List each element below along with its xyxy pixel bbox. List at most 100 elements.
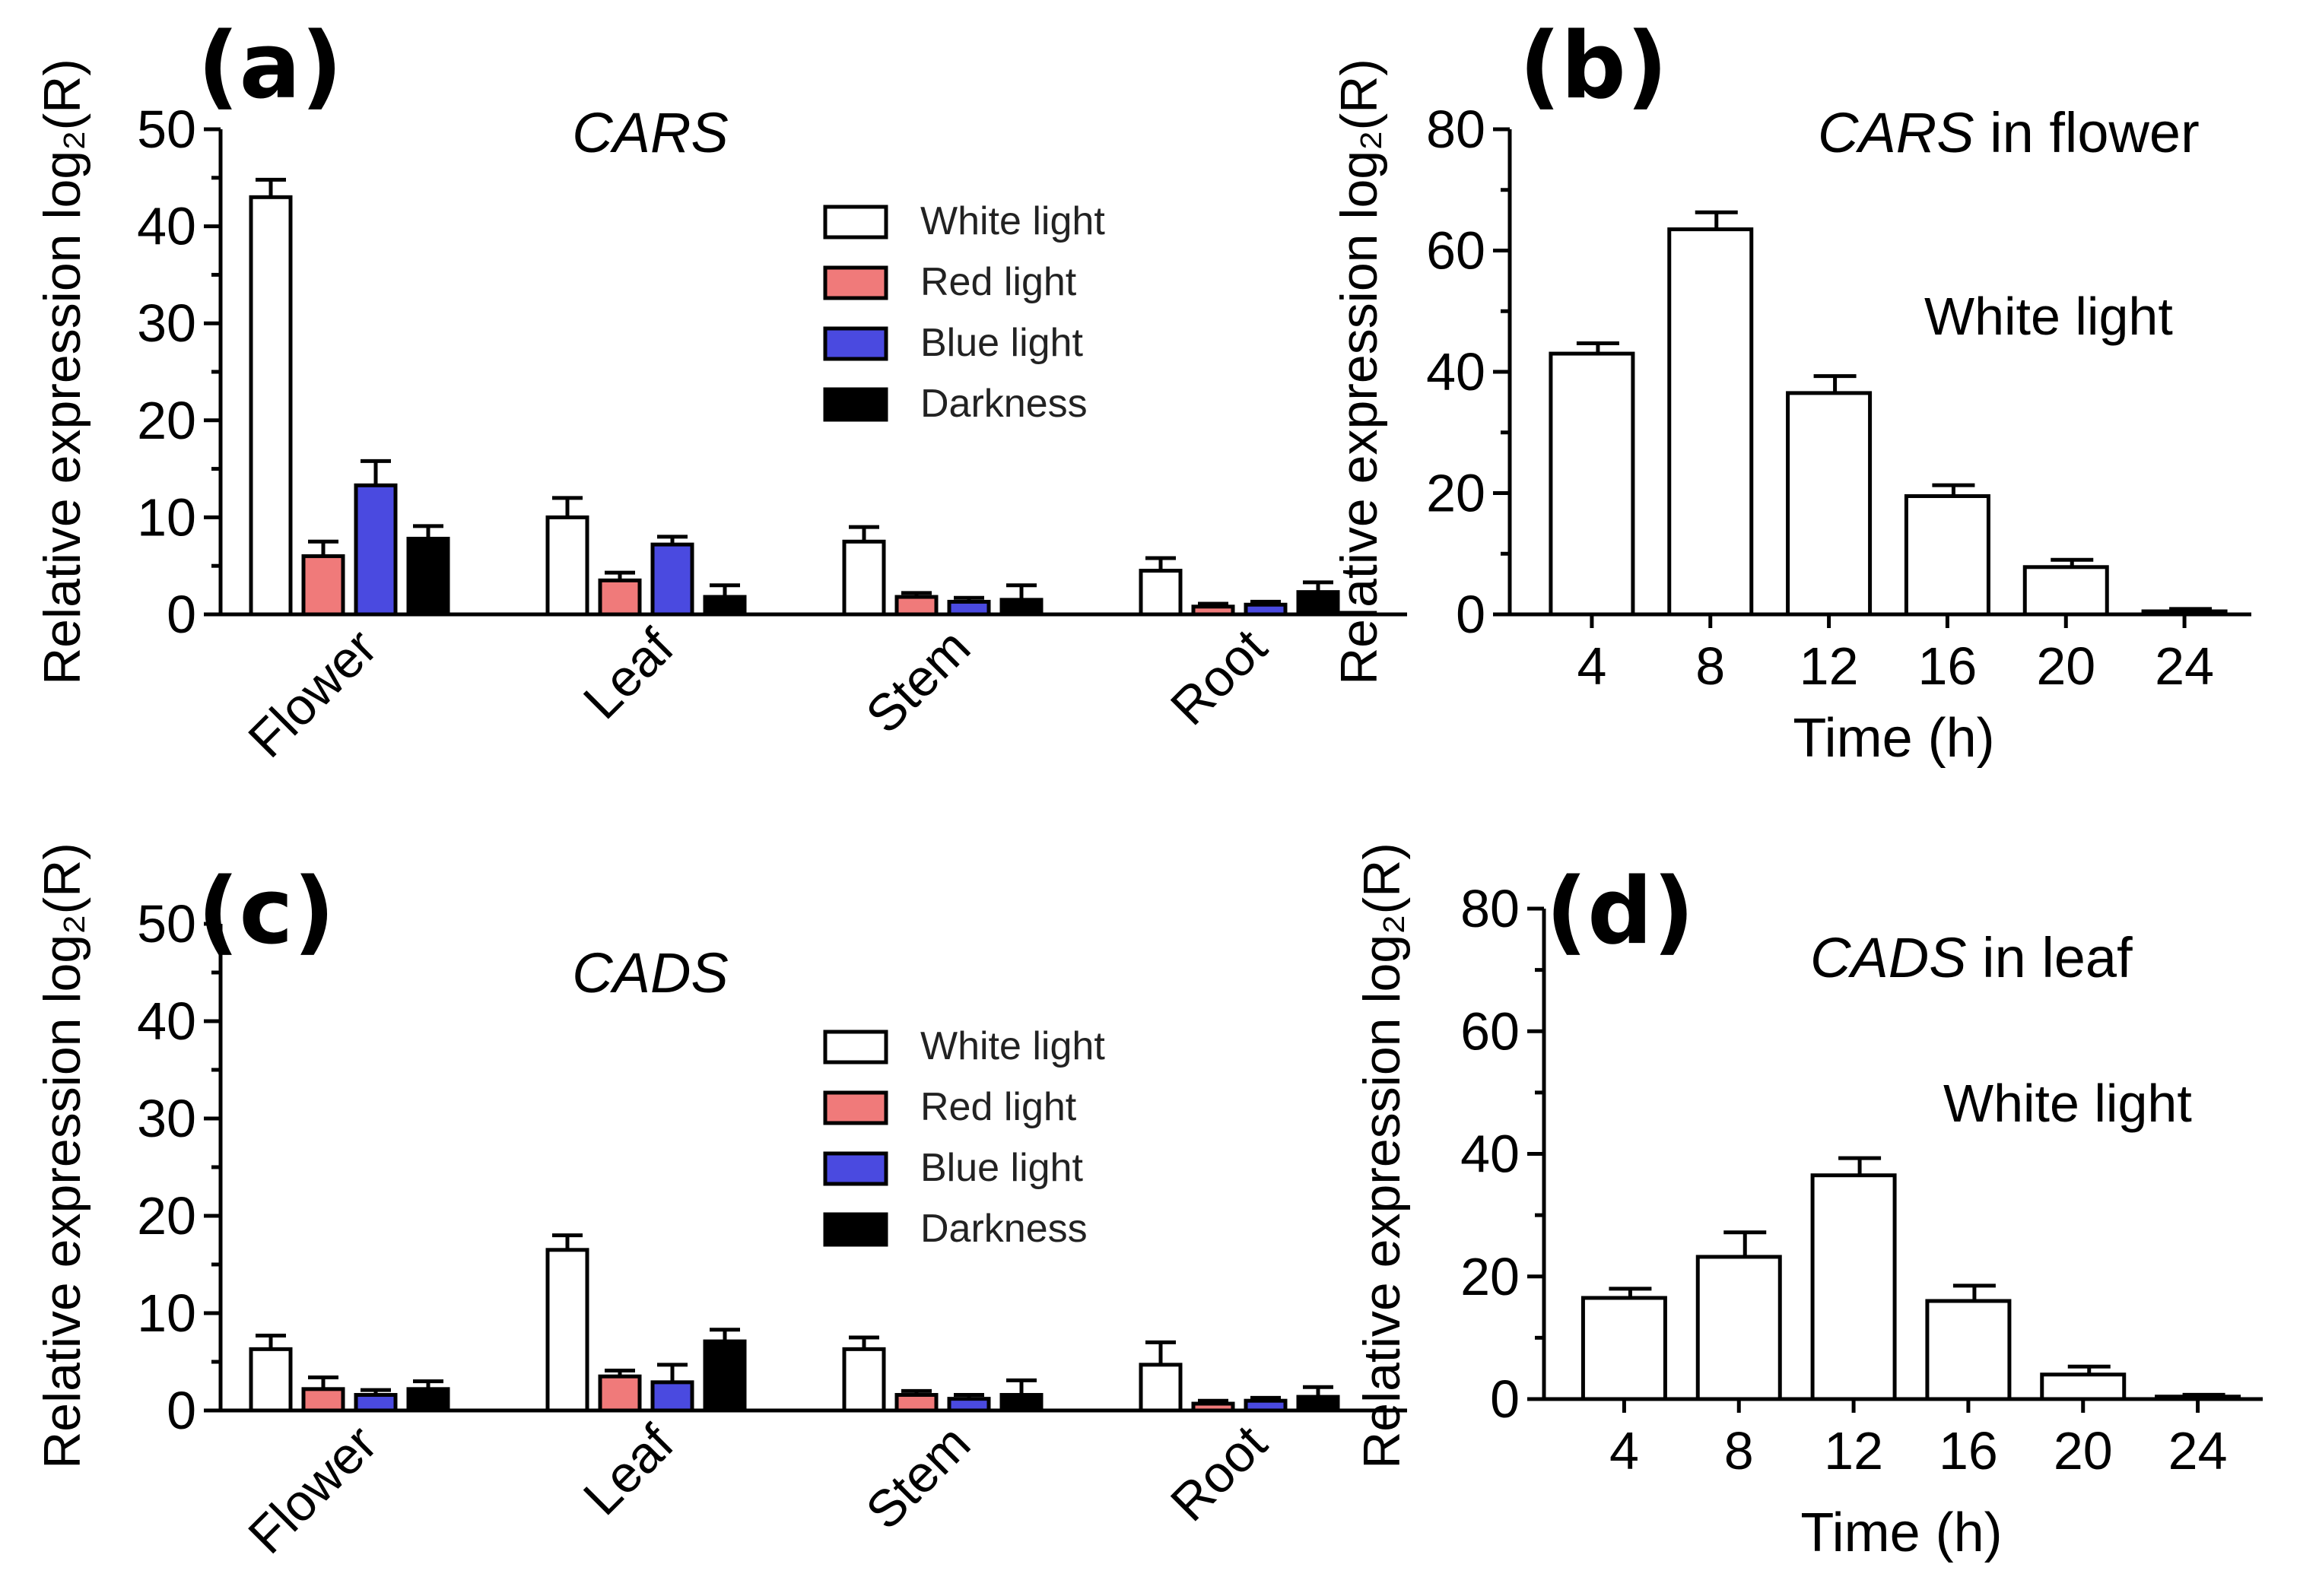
y-tick-label: 80 bbox=[1426, 100, 1485, 159]
x-category-label: Leaf bbox=[573, 618, 685, 730]
y-tick-label: 20 bbox=[137, 391, 196, 450]
bar bbox=[1786, 391, 1873, 617]
bar-blue-light bbox=[1244, 1398, 1288, 1413]
panel-1: (b) 0 20 40 60 80 Relative expression log₂(R) C… bbox=[1330, 14, 2251, 769]
bar-darkness bbox=[1296, 1395, 1340, 1413]
x-tick-label: 16 bbox=[1917, 636, 1977, 696]
y-axis-label: Relative expression log₂(R) bbox=[1353, 842, 1411, 1469]
y-tick-label: 10 bbox=[137, 1283, 196, 1343]
legend-swatch bbox=[823, 1212, 888, 1247]
bar-red-light bbox=[1191, 604, 1235, 617]
bar bbox=[1925, 1299, 2012, 1401]
x-tick-label: 4 bbox=[1577, 636, 1606, 696]
bar bbox=[2022, 565, 2109, 617]
y-tick-label: 60 bbox=[1460, 1001, 1520, 1061]
y-tick-label: 0 bbox=[1456, 585, 1485, 644]
bar-white-light bbox=[842, 539, 886, 617]
chart-title: CADS in leaf bbox=[1810, 926, 2133, 989]
y-tick-label: 20 bbox=[1460, 1247, 1520, 1306]
y-tick-label: 40 bbox=[137, 992, 196, 1051]
bar-white-light bbox=[842, 1347, 886, 1413]
y-tick-label: 0 bbox=[1490, 1369, 1520, 1429]
bar-red-light bbox=[894, 595, 939, 617]
bar-white-light bbox=[249, 195, 293, 617]
bar bbox=[1904, 493, 1990, 617]
y-tick-label: 0 bbox=[167, 1381, 196, 1440]
legend-label: Blue light bbox=[920, 321, 1083, 365]
x-tick-label: 4 bbox=[1609, 1421, 1639, 1480]
bar-darkness bbox=[703, 595, 747, 617]
y-tick-label: 10 bbox=[137, 487, 196, 547]
bar-white-light bbox=[1139, 1363, 1183, 1413]
bar bbox=[1580, 1296, 1667, 1401]
panel-letter: (a) bbox=[198, 14, 343, 119]
x-category-label: Stem bbox=[855, 1414, 981, 1540]
x-tick-label: 20 bbox=[2054, 1421, 2113, 1480]
y-axis-label: Relative expression log₂(R) bbox=[33, 842, 91, 1469]
y-tick-label: 40 bbox=[137, 197, 196, 256]
chart-title-gene: CARS bbox=[1818, 101, 1974, 164]
bar-white-light bbox=[249, 1347, 293, 1413]
y-tick-label: 20 bbox=[137, 1186, 196, 1245]
legend-swatch bbox=[823, 387, 888, 422]
y-axis-label: Relative expression log₂(R) bbox=[1330, 59, 1388, 685]
x-category-label: Flower bbox=[237, 1414, 388, 1565]
x-tick-label: 24 bbox=[2155, 636, 2214, 696]
chart-title-rest: in flower bbox=[1974, 101, 2200, 164]
bar-blue-light bbox=[650, 1380, 694, 1413]
bar-white-light bbox=[1139, 569, 1183, 617]
bar bbox=[1549, 351, 1635, 617]
panel-letter: (b) bbox=[1519, 14, 1668, 119]
x-category-label: Root bbox=[1160, 618, 1278, 736]
x-axis-label: Time (h) bbox=[1800, 1502, 2002, 1563]
y-tick-label: 80 bbox=[1460, 879, 1520, 938]
bar-darkness bbox=[703, 1339, 747, 1413]
legend-label: White light bbox=[920, 1024, 1105, 1068]
chart-title-gene: CADS bbox=[1810, 926, 1967, 989]
x-tick-label: 24 bbox=[2168, 1421, 2228, 1480]
chart-title-rest: in leaf bbox=[1967, 926, 2133, 989]
panel-0: (a) 0 10 20 30 40 50 Relative expression log₂(R… bbox=[33, 14, 1407, 769]
y-tick-label: 50 bbox=[137, 100, 196, 159]
panel-2: (c) 0 10 20 30 40 50 Relative expression log₂(R… bbox=[33, 842, 1407, 1565]
legend-label: Red light bbox=[920, 1085, 1077, 1129]
y-tick-label: 0 bbox=[167, 585, 196, 644]
x-tick-label: 20 bbox=[2036, 636, 2095, 696]
legend-label: Red light bbox=[920, 260, 1077, 304]
x-tick-label: 12 bbox=[1824, 1421, 1883, 1480]
bar-blue-light bbox=[947, 1397, 991, 1413]
legend-swatch bbox=[823, 265, 888, 300]
x-tick-label: 16 bbox=[1939, 1421, 1998, 1480]
chart-title: CARS bbox=[572, 101, 729, 164]
bar-blue-light bbox=[1244, 602, 1288, 617]
y-tick-label: 30 bbox=[137, 1089, 196, 1148]
x-category-label: Stem bbox=[855, 618, 981, 744]
legend-label: Darkness bbox=[920, 1207, 1088, 1251]
x-tick-label: 8 bbox=[1695, 636, 1725, 696]
bar-blue-light bbox=[947, 599, 991, 617]
y-tick-label: 50 bbox=[137, 894, 196, 953]
y-tick-label: 60 bbox=[1426, 221, 1485, 281]
bar bbox=[1667, 227, 1754, 617]
y-tick-label: 40 bbox=[1426, 342, 1485, 401]
legend-label: Darkness bbox=[920, 382, 1088, 426]
y-axis-label: Relative expression log₂(R) bbox=[33, 59, 91, 685]
x-category-label: Leaf bbox=[573, 1414, 685, 1526]
bar-red-light bbox=[894, 1393, 939, 1413]
bar bbox=[2141, 609, 2228, 617]
bar-darkness bbox=[406, 536, 450, 617]
x-tick-label: 8 bbox=[1724, 1421, 1754, 1480]
bar-red-light bbox=[1191, 1401, 1235, 1413]
x-tick-label: 12 bbox=[1800, 636, 1859, 696]
bar bbox=[2040, 1372, 2127, 1401]
bar-red-light bbox=[301, 554, 345, 617]
y-tick-label: 30 bbox=[137, 293, 196, 353]
legend-swatch bbox=[823, 205, 888, 240]
legend-swatch bbox=[823, 1030, 888, 1065]
chart-title: CADS bbox=[572, 941, 729, 1004]
legend: White light Red light Blue light Darkness bbox=[823, 1024, 1105, 1251]
bar-darkness bbox=[999, 1393, 1044, 1413]
legend-label: Blue light bbox=[920, 1146, 1083, 1190]
bar bbox=[2155, 1395, 2241, 1401]
x-axis-label: Time (h) bbox=[1793, 708, 1994, 769]
